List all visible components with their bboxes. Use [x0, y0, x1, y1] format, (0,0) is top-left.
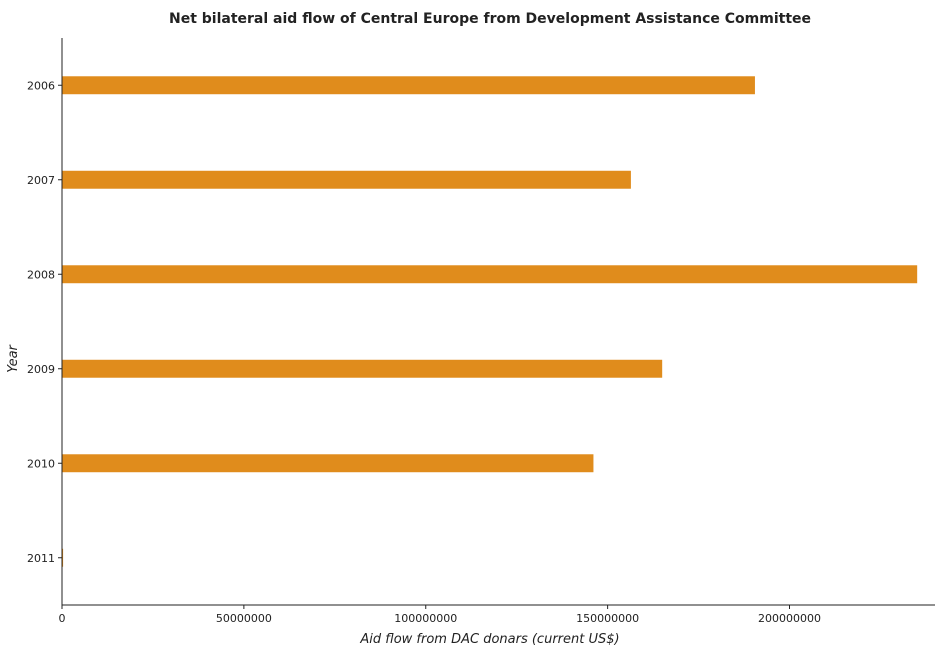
y-tick-label-2009: 2009 [27, 363, 55, 376]
y-axis: 2006 2007 2008 2009 2010 2011 [27, 38, 63, 605]
x-axis: 0 50000000 100000000 150000000 200000000 [59, 604, 935, 625]
y-axis-label: Year [6, 343, 21, 372]
y-tick-label-2011: 2011 [27, 552, 55, 565]
bar-2010 [62, 454, 594, 473]
x-tick-label-2: 100000000 [394, 612, 457, 625]
chart-title: Net bilateral aid flow of Central Europe… [169, 11, 811, 27]
bar-2009 [62, 359, 663, 378]
x-tick-label-3: 150000000 [576, 612, 639, 625]
y-tick-label-2008: 2008 [27, 268, 55, 281]
bar-2006 [62, 76, 755, 95]
x-axis-label: Aid flow from DAC donars (current US$) [359, 632, 619, 647]
x-tick-label-4: 200000000 [758, 612, 821, 625]
bars-group [62, 76, 918, 567]
x-tick-label-1: 50000000 [216, 612, 272, 625]
y-tick-label-2006: 2006 [27, 79, 55, 92]
bar-2008 [62, 265, 918, 284]
y-tick-label-2007: 2007 [27, 174, 55, 187]
bar-2007 [62, 170, 631, 189]
x-tick-label-0: 0 [59, 612, 66, 625]
y-tick-label-2010: 2010 [27, 457, 55, 470]
bar-2011 [62, 548, 64, 567]
